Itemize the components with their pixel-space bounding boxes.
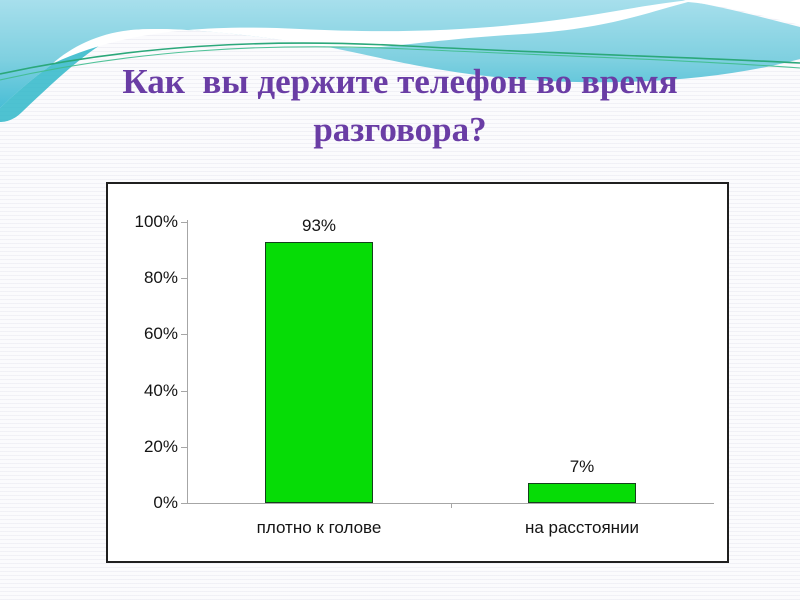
y-axis bbox=[187, 220, 188, 503]
y-tick-label: 100% bbox=[134, 212, 178, 231]
category-label: на расстоянии bbox=[524, 518, 640, 537]
bar-chart: 0% 20% 40% 60% 80% 100% 93% плотно к голове 7% на… bbox=[108, 184, 727, 561]
wave-turquoise-band bbox=[0, 0, 800, 108]
wave-decoration bbox=[0, 0, 800, 122]
bar-value-label: 7% bbox=[569, 457, 595, 477]
x-axis-tick bbox=[451, 503, 452, 508]
y-axis-tick bbox=[181, 334, 187, 335]
wave-teal-edge bbox=[0, 30, 131, 122]
y-tick-label: 20% bbox=[143, 437, 178, 456]
bar-1 bbox=[265, 241, 373, 503]
wave-white-ribbon bbox=[52, 0, 800, 64]
y-axis-tick bbox=[181, 391, 187, 392]
y-axis-tick bbox=[181, 278, 187, 279]
x-axis bbox=[187, 503, 714, 504]
wave-accent-line-2 bbox=[0, 46, 800, 81]
category-label: плотно к голове bbox=[256, 518, 382, 537]
chart-frame: 0% 20% 40% 60% 80% 100% 93% плотно к голове 7% на… bbox=[106, 182, 729, 563]
y-tick-label: 40% bbox=[143, 381, 178, 400]
bar-value-label: 93% bbox=[301, 215, 337, 235]
y-axis-tick bbox=[181, 222, 187, 223]
bar-2 bbox=[528, 483, 636, 503]
wave-accent-line-1 bbox=[0, 42, 800, 75]
y-axis-tick bbox=[181, 447, 187, 448]
y-axis-tick bbox=[181, 503, 187, 504]
y-tick-label: 0% bbox=[153, 493, 178, 512]
y-tick-label: 80% bbox=[143, 268, 178, 287]
y-tick-label: 60% bbox=[143, 324, 178, 343]
slide-title: Как вы держите телефон во время разговор… bbox=[122, 62, 687, 150]
